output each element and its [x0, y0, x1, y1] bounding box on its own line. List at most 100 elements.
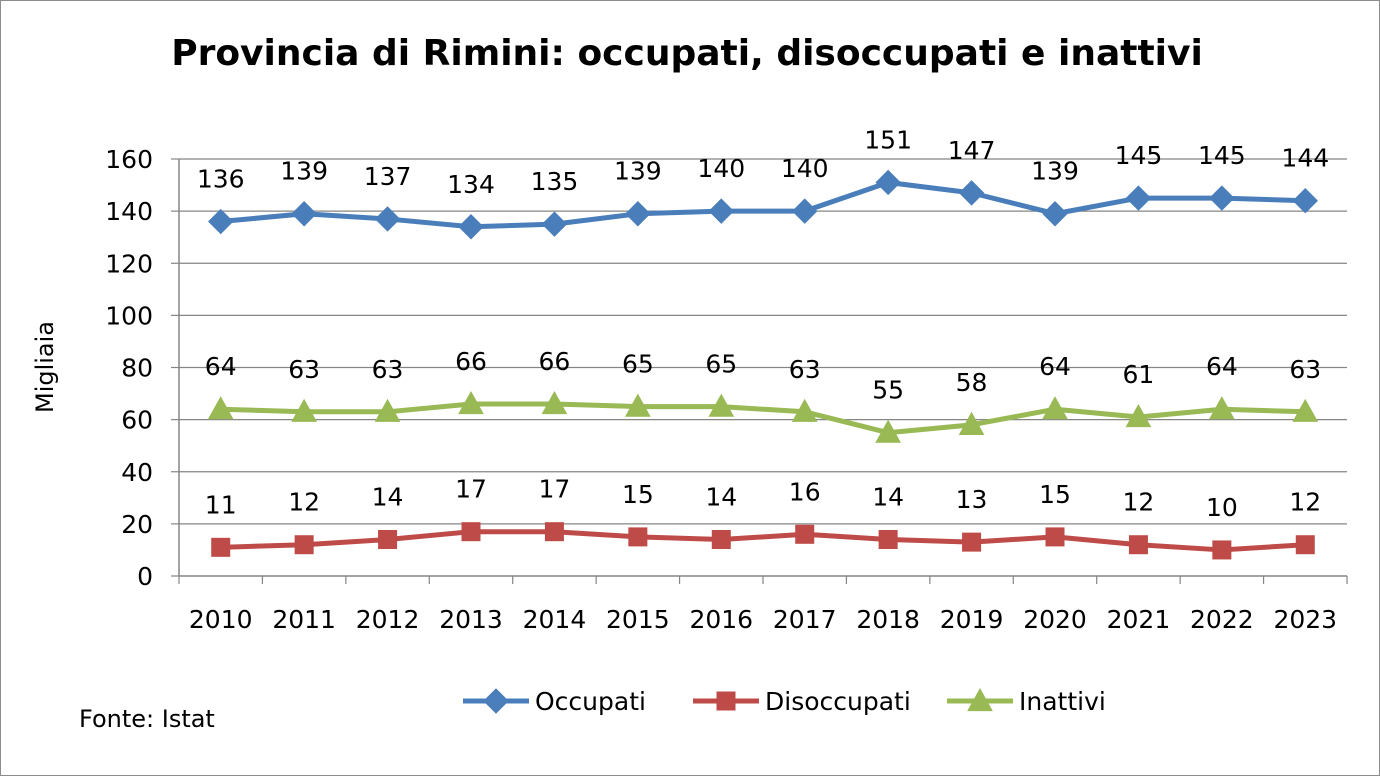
data-label-disoccupati: 14 [372, 483, 404, 512]
data-point-occupati [1209, 185, 1235, 211]
data-point-disoccupati [795, 524, 815, 544]
data-point-occupati [792, 198, 818, 224]
data-label-inattivi: 58 [956, 368, 988, 397]
data-label-occupati: 135 [531, 167, 579, 196]
data-label-occupati: 147 [948, 136, 996, 165]
data-label-disoccupati: 10 [1206, 493, 1238, 522]
data-point-inattivi [374, 398, 401, 422]
x-tick-label: 2014 [523, 605, 587, 634]
series-line-occupati [220, 179, 1306, 230]
legend-marker-occupati [483, 688, 509, 714]
data-label-occupati: 139 [1031, 157, 1079, 186]
data-point-inattivi [291, 398, 317, 422]
data-point-inattivi [958, 411, 985, 435]
data-point-occupati [1125, 185, 1152, 211]
data-point-inattivi [541, 390, 568, 415]
data-label-disoccupati: 15 [1039, 480, 1071, 509]
x-tick-label: 2012 [356, 605, 420, 634]
source-note: Fonte: Istat [79, 705, 215, 733]
data-point-occupati [1292, 187, 1318, 214]
x-tick-label: 2010 [189, 605, 253, 634]
x-tick-label: 2020 [1023, 605, 1087, 634]
data-point-disoccupati [544, 522, 564, 542]
data-point-disoccupati [1128, 535, 1148, 555]
legend-label-disoccupati: Disoccupati [765, 687, 911, 716]
data-point-disoccupati [1295, 535, 1315, 555]
data-point-disoccupati [962, 532, 982, 552]
data-label-occupati: 137 [364, 162, 412, 191]
y-tick-label: 0 [137, 562, 153, 591]
y-tick-label: 160 [105, 145, 153, 174]
x-tick-label: 2016 [689, 605, 753, 634]
y-tick-label: 120 [105, 249, 153, 278]
data-point-occupati [458, 214, 484, 240]
data-label-disoccupati: 17 [455, 475, 487, 504]
data-label-occupati: 145 [1115, 141, 1163, 170]
y-tick-label: 20 [121, 510, 153, 539]
data-point-inattivi [1125, 403, 1152, 428]
data-label-inattivi: 65 [622, 350, 654, 379]
data-label-inattivi: 66 [455, 347, 487, 376]
data-label-inattivi: 63 [288, 355, 320, 384]
data-label-occupati: 144 [1281, 144, 1329, 173]
chart-title: Provincia di Rimini: occupati, disoccupa… [171, 33, 1203, 74]
x-tick-label: 2022 [1190, 605, 1254, 634]
legend-label-inattivi: Inattivi [1019, 687, 1106, 716]
data-point-inattivi [207, 396, 234, 420]
data-label-inattivi: 63 [789, 355, 821, 384]
data-label-inattivi: 55 [872, 376, 904, 405]
data-label-occupati: 134 [447, 170, 495, 199]
data-point-disoccupati [461, 522, 481, 542]
data-point-occupati [208, 208, 234, 235]
series-line-disoccupati [220, 529, 1306, 553]
data-label-disoccupati: 14 [872, 483, 904, 512]
data-label-occupati: 145 [1198, 141, 1246, 170]
data-point-disoccupati [211, 537, 231, 557]
data-label-inattivi: 64 [1039, 352, 1071, 381]
data-label-disoccupati: 11 [205, 490, 237, 519]
x-tick-label: 2017 [773, 605, 837, 634]
data-point-inattivi [875, 419, 901, 443]
data-point-occupati [374, 206, 401, 232]
x-tick-label: 2023 [1273, 605, 1337, 634]
data-label-occupati: 140 [781, 154, 829, 183]
legend: Occupati Disoccupati Inattivi [463, 687, 1106, 716]
x-tick-label: 2021 [1107, 605, 1171, 634]
data-label-inattivi: 64 [1206, 352, 1238, 381]
data-label-disoccupati: 12 [1289, 488, 1321, 517]
data-label-disoccupati: 17 [539, 475, 571, 504]
data-point-disoccupati [1212, 540, 1232, 560]
data-point-disoccupati [628, 527, 648, 547]
y-tick-label: 60 [121, 406, 153, 435]
data-label-inattivi: 63 [1289, 355, 1321, 384]
x-tick-label: 2013 [439, 605, 503, 634]
data-point-disoccupati [1045, 527, 1065, 547]
data-label-occupati: 140 [697, 154, 745, 183]
data-label-occupati: 139 [614, 157, 662, 186]
legend-label-occupati: Occupati [535, 687, 646, 716]
data-point-disoccupati [878, 530, 898, 550]
data-label-disoccupati: 16 [789, 477, 821, 506]
data-point-occupati [875, 169, 901, 196]
y-axis-title: Migliaia [31, 321, 59, 413]
data-label-occupati: 151 [864, 125, 912, 154]
data-point-occupati [625, 201, 651, 227]
x-tick-label: 2015 [606, 605, 670, 634]
data-point-occupati [958, 180, 985, 206]
y-tick-label: 100 [105, 301, 153, 330]
axes: 0 20 40 60 80 100 120 140 160 2010 2011 2012 2013 201… [105, 145, 1348, 634]
data-label-occupati: 139 [280, 157, 328, 186]
data-point-inattivi [1292, 398, 1319, 422]
data-label-inattivi: 65 [705, 350, 737, 379]
data-point-occupati [708, 198, 734, 224]
x-tick-label: 2018 [856, 605, 920, 634]
data-point-inattivi [1042, 396, 1068, 420]
data-label-inattivi: 64 [205, 352, 237, 381]
y-tick-label: 80 [121, 354, 153, 383]
y-tick-label: 40 [121, 458, 153, 487]
data-point-disoccupati [378, 530, 398, 550]
y-tick-label: 140 [105, 197, 153, 226]
data-labels: 136 139 137 134 135 139 140 140 151 147 139 145 145 1… [197, 125, 1329, 521]
